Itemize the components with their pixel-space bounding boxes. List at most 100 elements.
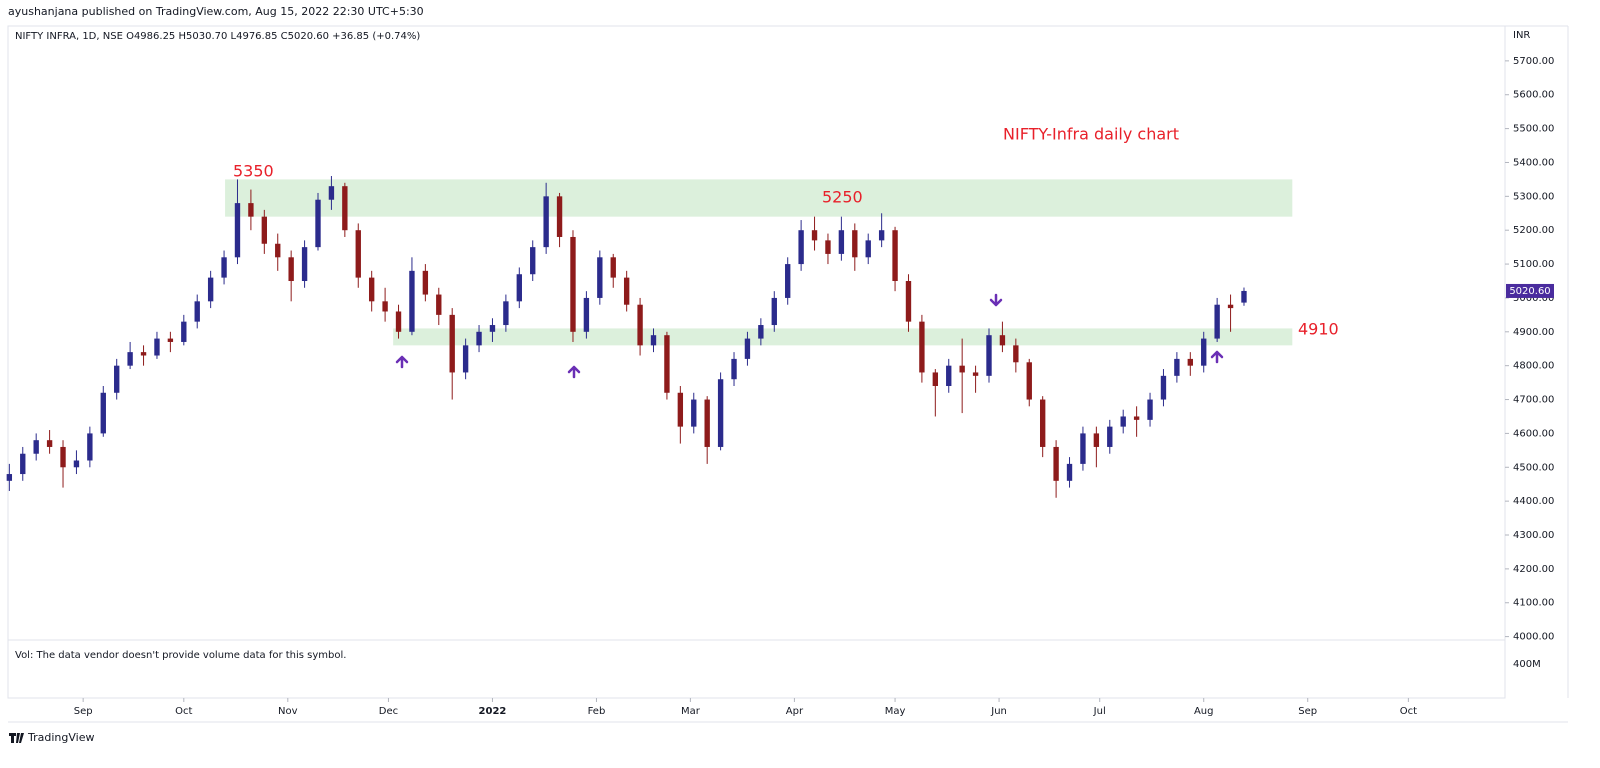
y-tick-label: 4400.00 <box>1513 496 1554 507</box>
x-tick-label: Mar <box>681 706 701 717</box>
candle-body <box>436 294 442 315</box>
candle-body <box>597 257 603 298</box>
candle-body <box>758 325 764 339</box>
candle-body <box>100 392 106 434</box>
candle-body <box>583 297 590 332</box>
volume-note: Vol: The data vendor doesn't provide vol… <box>15 650 346 661</box>
candle-body <box>181 321 187 342</box>
y-tick-label: 4300.00 <box>1513 530 1554 541</box>
y-tick-label: 4800.00 <box>1513 361 1554 372</box>
volume-axis-label: 400M <box>1513 659 1541 670</box>
candle-body <box>623 277 630 305</box>
candle-body <box>811 230 818 241</box>
candle-body <box>248 203 254 217</box>
candle-body <box>865 240 871 258</box>
x-tick-label: Apr <box>786 706 804 717</box>
candle-body <box>382 301 388 312</box>
arrow-up <box>395 355 409 369</box>
x-tick-label: Aug <box>1194 706 1214 717</box>
candle-body <box>1133 416 1140 420</box>
y-tick-label: 4200.00 <box>1513 564 1554 575</box>
candle-body <box>1147 399 1153 420</box>
candle-body <box>677 392 684 427</box>
x-tick-label: Dec <box>379 706 398 717</box>
x-tick-label: Oct <box>175 706 192 717</box>
zone <box>225 179 1293 217</box>
candle-body <box>610 257 616 278</box>
candle-body <box>986 335 992 376</box>
candle-body <box>932 372 939 386</box>
candle-body <box>919 321 925 373</box>
y-tick-label: 5500.00 <box>1513 124 1554 135</box>
publisher: ayushanjana published on TradingView.com… <box>8 5 424 18</box>
candle-body <box>476 331 482 346</box>
chart-title: NIFTY-Infra daily chart <box>1003 125 1179 144</box>
candle-body <box>717 379 724 447</box>
candle-body <box>342 186 348 231</box>
candle-body <box>946 365 952 386</box>
y-tick-label: 5200.00 <box>1513 225 1554 236</box>
candle-body <box>1013 345 1019 363</box>
arrows <box>395 293 1224 379</box>
candle-body <box>140 352 147 356</box>
last-price-label: 5020.60 <box>1509 286 1550 297</box>
candle-body <box>556 196 563 237</box>
candle-body <box>1053 446 1059 481</box>
candle-body <box>905 281 912 322</box>
candle-body <box>704 399 710 447</box>
footer-logo: TradingView <box>9 731 94 744</box>
candle-body <box>1201 338 1207 366</box>
y-tick-label: 4600.00 <box>1513 428 1554 439</box>
candle-body <box>543 196 549 248</box>
y-tick-label: 5400.00 <box>1513 157 1554 168</box>
arrow-up <box>1210 350 1224 364</box>
x-tick-label: Feb <box>588 706 606 717</box>
candle-body <box>691 399 697 427</box>
footer-text: TradingView <box>27 731 94 744</box>
x-tick-label: May <box>885 706 906 717</box>
candle-body <box>1066 463 1073 481</box>
candle-body <box>852 230 858 258</box>
candle-body <box>46 440 53 447</box>
candle-body <box>114 365 120 393</box>
candle-body <box>355 230 361 278</box>
candle-body <box>570 236 576 332</box>
candle-body <box>1187 358 1193 366</box>
candle-body <box>449 314 455 373</box>
arrow-down <box>989 293 1003 307</box>
candle-body <box>744 338 751 359</box>
candle-body <box>462 345 469 373</box>
candle-body <box>825 240 831 254</box>
candle-body <box>771 297 777 326</box>
y-tick-label: 5000.00 <box>1513 293 1554 304</box>
annotation: 5250 <box>822 188 863 207</box>
candle-body <box>167 338 174 342</box>
candle-body <box>60 446 66 468</box>
candle-body <box>892 230 898 282</box>
candle-body <box>637 304 643 346</box>
candle-body <box>1093 433 1100 447</box>
candle-body <box>315 199 321 248</box>
candle-body <box>798 230 804 265</box>
y-tick-label: 5700.00 <box>1513 56 1554 67</box>
x-tick-label: Jun <box>990 706 1007 717</box>
y-tick-label: 4500.00 <box>1513 462 1554 473</box>
candle-body <box>999 335 1006 346</box>
candle-body <box>1039 399 1046 447</box>
candle-body <box>516 274 522 302</box>
plot-frame <box>7 25 1506 699</box>
candle-body <box>87 433 93 461</box>
candle-body <box>20 453 26 475</box>
candle-body <box>409 270 415 332</box>
annotation: 5350 <box>233 162 274 181</box>
candle-body <box>1227 304 1234 309</box>
y-tick-label: 4000.00 <box>1513 632 1554 643</box>
zone <box>393 328 1293 346</box>
candle-body <box>127 352 133 366</box>
currency: INR <box>1513 30 1530 41</box>
y-tick-label: 5300.00 <box>1513 191 1554 202</box>
candle-body <box>878 230 885 241</box>
candle-body <box>301 247 308 282</box>
y-tick-label: 4700.00 <box>1513 395 1554 406</box>
candle-body <box>972 372 979 376</box>
